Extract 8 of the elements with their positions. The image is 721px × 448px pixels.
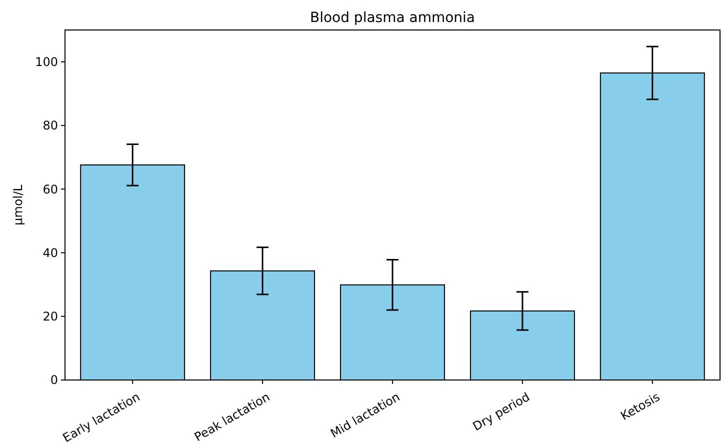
y-tick-label: 40 xyxy=(42,246,58,260)
y-tick-label: 80 xyxy=(42,118,58,133)
y-tick-label: 100 xyxy=(35,55,58,70)
y-tick-label: 60 xyxy=(42,182,58,196)
chart-title: Blood plasma ammonia xyxy=(310,10,476,26)
y-axis-title: µmol/L xyxy=(11,184,25,226)
y-tick-label: 0 xyxy=(50,373,58,388)
y-tick-label: 20 xyxy=(42,310,58,324)
